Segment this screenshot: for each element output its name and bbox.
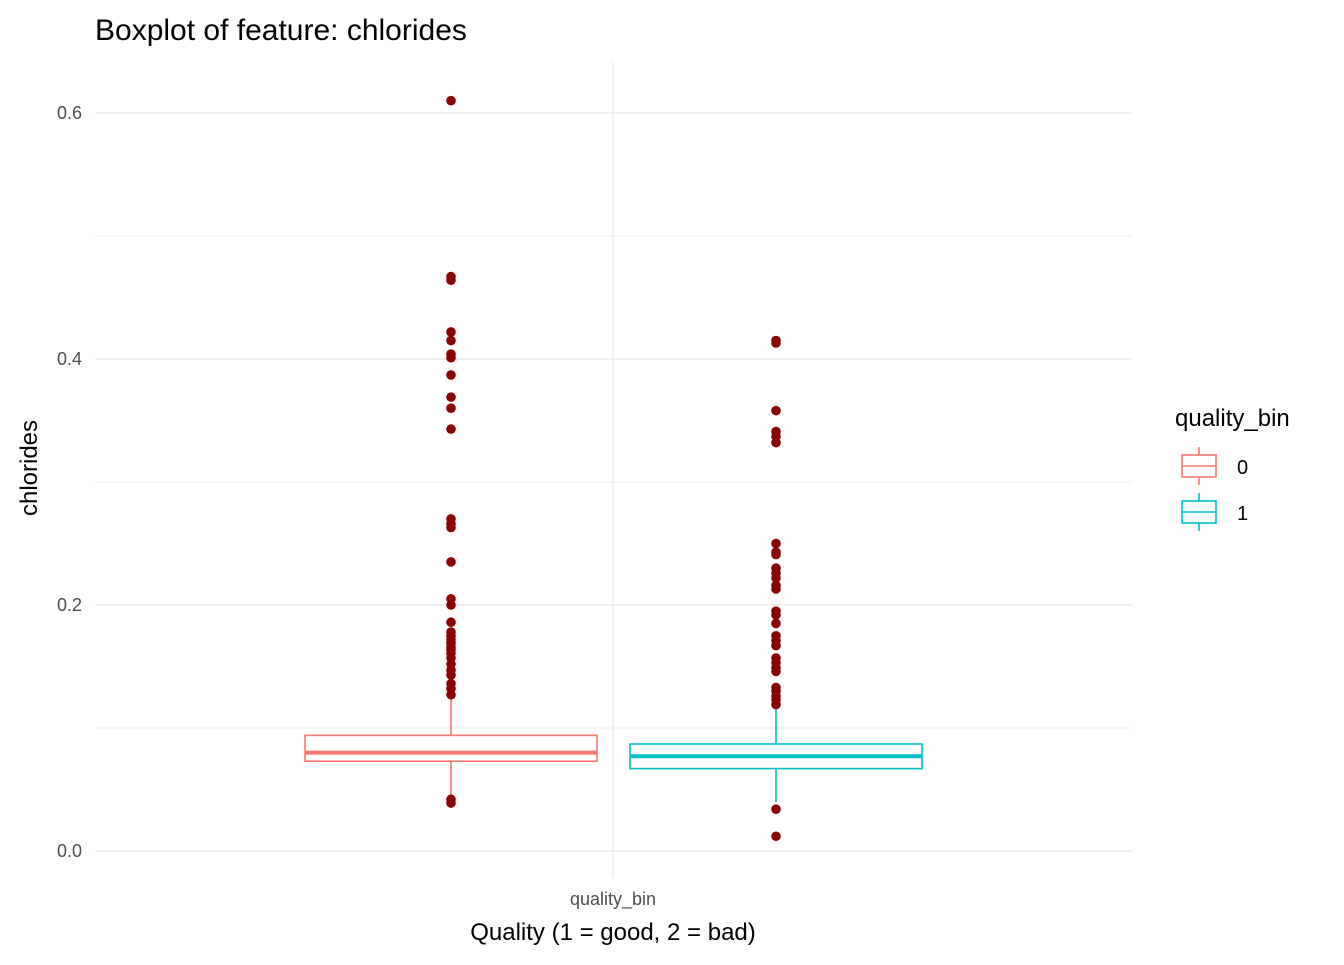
legend-title: quality_bin [1175, 405, 1290, 432]
outlier-point [771, 538, 781, 549]
outlier-point [771, 405, 781, 416]
box-group-0 [304, 697, 598, 797]
y-tick-label: 0.4 [57, 349, 82, 369]
box-iqr [304, 734, 598, 763]
outlier-point [771, 831, 781, 842]
y-tick-label: 0.6 [57, 103, 82, 123]
outliers [446, 95, 781, 842]
outlier-point [771, 584, 781, 594]
y-tick-label: 0.2 [57, 595, 82, 615]
outlier-point [446, 557, 456, 567]
legend-item-0: 0 [1181, 447, 1248, 485]
legend-items: 01 [1181, 447, 1248, 531]
outlier-point [446, 370, 456, 380]
boxes [304, 697, 923, 802]
outlier-point [771, 610, 781, 620]
outlier-point [446, 689, 456, 700]
legend-label: 0 [1237, 457, 1248, 479]
outlier-point [446, 522, 456, 533]
outlier-point [446, 95, 456, 106]
grid [95, 62, 1132, 878]
outlier-point [446, 335, 456, 346]
legend-item-1: 1 [1181, 493, 1248, 531]
legend: quality_bin 01 [1175, 405, 1290, 531]
outlier-point [446, 327, 456, 337]
outlier-point [771, 666, 781, 677]
outlier-point [771, 640, 781, 651]
legend-label: 1 [1237, 503, 1248, 525]
outlier-point [446, 392, 456, 402]
outlier-point [446, 617, 456, 628]
y-axis-ticks: 0.0 0.2 0.4 0.6 [57, 103, 82, 861]
outlier-point [771, 618, 781, 629]
outlier-point [446, 403, 456, 414]
x-tick-label: quality_bin [570, 889, 656, 910]
outlier-point [771, 437, 781, 448]
outlier-point [771, 804, 781, 814]
outlier-point [446, 600, 456, 610]
chart-title: Boxplot of feature: chlorides [95, 14, 467, 47]
outlier-point [446, 670, 456, 680]
outlier-point [771, 338, 781, 348]
outlier-point [446, 275, 456, 286]
box-group-1 [629, 707, 923, 802]
outlier-point [446, 352, 456, 363]
outlier-point [446, 798, 456, 808]
y-axis-title: chlorides [16, 420, 43, 516]
y-tick-label: 0.0 [57, 841, 82, 861]
x-axis-title: Quality (1 = good, 2 = bad) [470, 919, 756, 946]
outlier-point [771, 573, 781, 583]
outlier-point [771, 549, 781, 560]
outlier-point [771, 699, 781, 710]
outlier-point [446, 424, 456, 434]
